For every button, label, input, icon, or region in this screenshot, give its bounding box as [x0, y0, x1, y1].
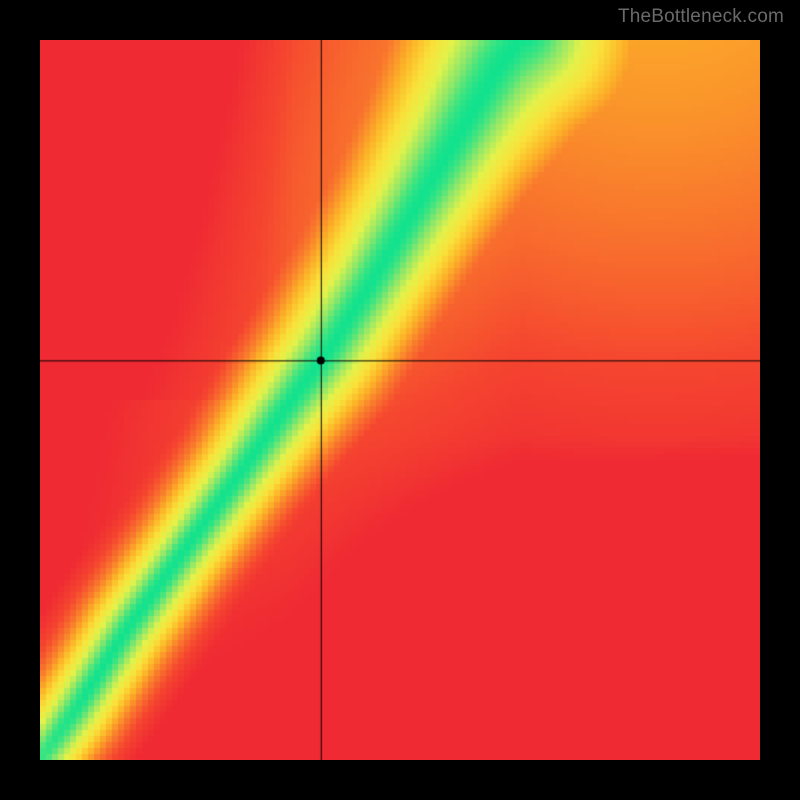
heatmap-canvas	[40, 40, 760, 760]
figure-root: TheBottleneck.com	[0, 0, 800, 800]
watermark-text: TheBottleneck.com	[618, 6, 784, 28]
plot-area	[40, 40, 760, 760]
